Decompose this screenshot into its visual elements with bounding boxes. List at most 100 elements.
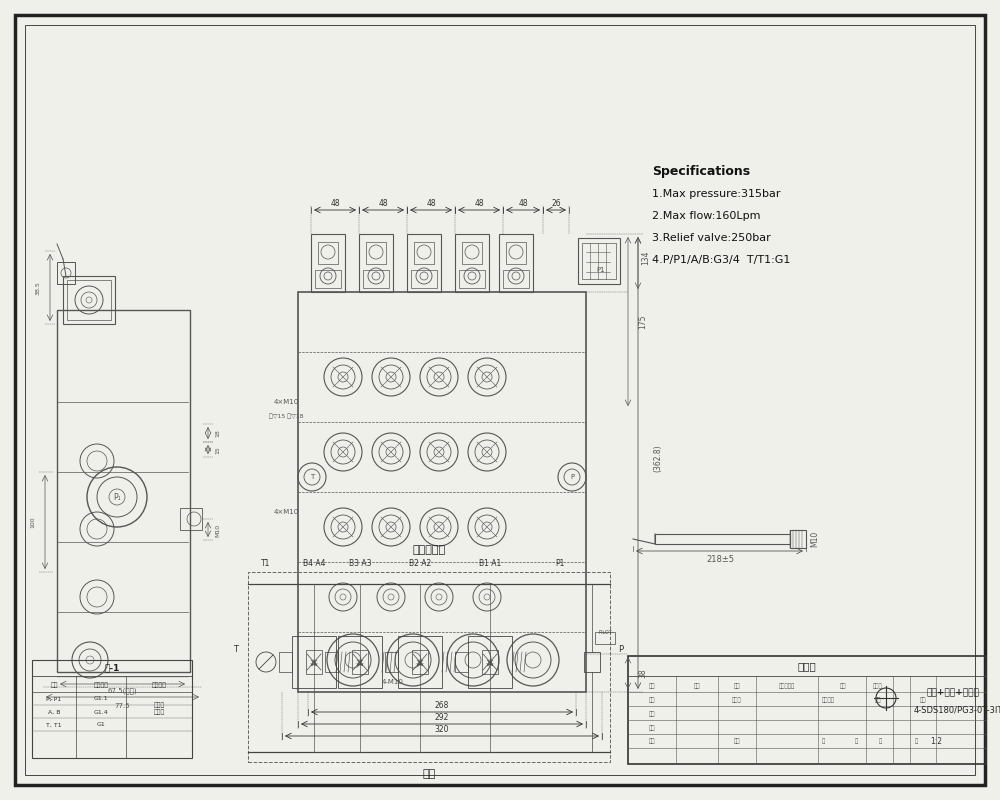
Text: 48: 48 [426, 199, 436, 209]
Text: 连接方式: 连接方式 [152, 682, 166, 688]
Text: 管道尺寸: 管道尺寸 [94, 682, 108, 688]
Text: 校对: 校对 [649, 711, 655, 717]
Text: 1.Max pressure:315bar: 1.Max pressure:315bar [652, 189, 780, 199]
Bar [352, 650, 368, 674]
Bar [499, 234, 533, 292]
Bar [63, 276, 115, 324]
Text: T: T [310, 474, 314, 480]
Text: P: P [570, 474, 574, 480]
Bar [462, 242, 482, 264]
Bar [455, 652, 468, 672]
Bar [385, 652, 398, 672]
Bar [318, 242, 338, 264]
Bar [279, 652, 292, 672]
Bar [628, 656, 986, 764]
Bar [578, 238, 620, 284]
Text: 第: 第 [878, 738, 882, 744]
Text: 18: 18 [216, 429, 220, 437]
Text: M10: M10 [810, 531, 820, 547]
Bar [468, 636, 512, 688]
Bar [57, 310, 190, 672]
Text: 4-SDS180/PG3-0T-3IT: 4-SDS180/PG3-0T-3IT [913, 706, 1000, 714]
Bar [595, 632, 615, 644]
Text: 4.P/P1/A/B:G3/4  T/T1:G1: 4.P/P1/A/B:G3/4 T/T1:G1 [652, 255, 790, 265]
Text: 67.5(随树): 67.5(随树) [107, 688, 137, 694]
Text: B1 A1: B1 A1 [479, 559, 501, 569]
Text: 外形图: 外形图 [798, 661, 816, 671]
Text: 77.5: 77.5 [114, 703, 130, 709]
Bar [398, 636, 442, 688]
Text: G1.1: G1.1 [94, 697, 108, 702]
Text: 签名: 签名 [840, 683, 846, 689]
Bar [584, 652, 600, 672]
Bar [180, 508, 202, 530]
Text: 4×M10: 4×M10 [273, 509, 299, 515]
Text: 320: 320 [435, 726, 449, 734]
Text: 218±5: 218±5 [706, 554, 734, 563]
Bar [482, 650, 498, 674]
Text: P: P [618, 645, 624, 654]
Text: 38.5: 38.5 [36, 281, 40, 295]
Text: 更改文件号: 更改文件号 [779, 683, 795, 689]
Bar [455, 234, 489, 292]
Text: 134: 134 [642, 250, 650, 266]
Text: 4-M10: 4-M10 [382, 679, 404, 685]
Text: 48: 48 [330, 199, 340, 209]
Text: 15: 15 [216, 446, 220, 454]
Bar [790, 530, 806, 548]
Text: 比例: 比例 [920, 698, 926, 702]
Text: 分区: 分区 [734, 683, 740, 689]
Bar [366, 242, 386, 264]
Text: 1:2: 1:2 [930, 737, 942, 746]
Text: G1: G1 [97, 722, 105, 727]
Text: 48: 48 [518, 199, 528, 209]
Text: Specifications: Specifications [652, 166, 750, 178]
Text: 2.Max flow:160Lpm: 2.Max flow:160Lpm [652, 211, 761, 221]
Bar [311, 234, 345, 292]
Text: 内装尺: 内装尺 [153, 710, 165, 714]
Text: 100: 100 [30, 516, 36, 528]
Bar [407, 234, 441, 292]
Text: B4 A4: B4 A4 [303, 559, 325, 569]
Text: (362.8): (362.8) [654, 444, 662, 472]
Bar [459, 270, 485, 288]
Text: 重量: 重量 [875, 698, 881, 702]
Text: 四联+单联+双触点: 四联+单联+双触点 [927, 689, 979, 698]
Text: P1: P1 [597, 267, 605, 273]
Bar [582, 243, 616, 279]
Bar [315, 270, 341, 288]
Bar [414, 242, 434, 264]
Text: 共: 共 [821, 738, 825, 744]
Text: B2 A2: B2 A2 [409, 559, 431, 569]
Text: A, B: A, B [48, 710, 60, 714]
Bar [338, 636, 382, 688]
Text: 内装尺: 内装尺 [153, 702, 165, 708]
Text: P₁: P₁ [113, 493, 121, 502]
Text: T1: T1 [261, 559, 271, 569]
Bar [67, 280, 111, 320]
Text: 张: 张 [854, 738, 858, 744]
Text: G1.4: G1.4 [94, 710, 108, 714]
Bar [506, 242, 526, 264]
Text: P, P1: P, P1 [46, 697, 62, 702]
Text: 批准: 批准 [734, 738, 740, 744]
Bar [411, 270, 437, 288]
Bar [359, 234, 393, 292]
Text: 292: 292 [435, 714, 449, 722]
Bar [32, 660, 192, 758]
Text: T, T1: T, T1 [46, 722, 62, 727]
Text: 审核: 审核 [649, 726, 655, 730]
Text: 175: 175 [639, 314, 648, 330]
Bar [655, 534, 790, 544]
Bar [306, 650, 322, 674]
Bar [363, 270, 389, 288]
Text: 48: 48 [378, 199, 388, 209]
Bar [248, 572, 610, 762]
Bar [503, 270, 529, 288]
Text: P1: P1 [555, 559, 565, 569]
Text: 4×M10: 4×M10 [273, 399, 299, 405]
Text: 38: 38 [639, 668, 648, 678]
Text: 26: 26 [551, 199, 561, 209]
Text: 处数: 处数 [694, 683, 700, 689]
Text: T: T [234, 645, 239, 654]
